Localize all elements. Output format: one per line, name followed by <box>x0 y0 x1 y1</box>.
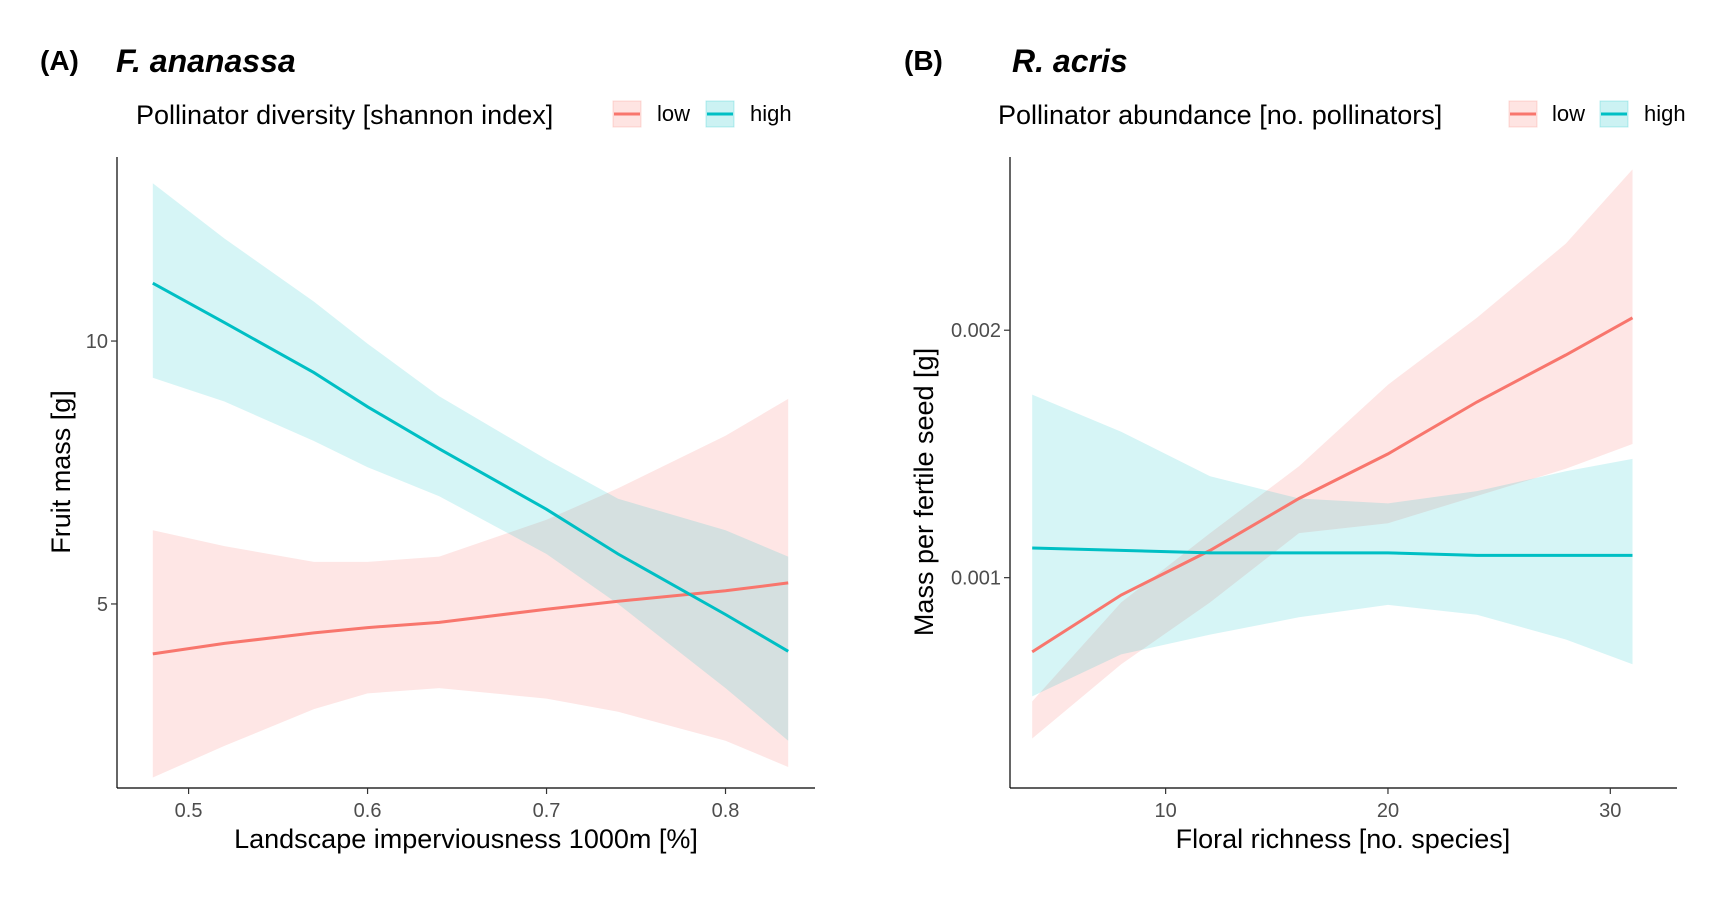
panel-a-x-tick-label: 0.7 <box>533 800 561 822</box>
panel-b-y-tick-label: 0.002 <box>951 320 1001 342</box>
panel-a-title: F. ananassa <box>116 43 296 79</box>
panel-a-label: (A) <box>40 45 79 76</box>
panel-b-x-tick-label: 10 <box>1155 800 1177 822</box>
panel-b-x-tick-label: 20 <box>1377 800 1399 822</box>
panel-a-y-axis-title: Fruit mass [g] <box>46 390 76 554</box>
panel-b-ribbon-low <box>1032 169 1633 739</box>
panel-a: (A) F. ananassa Pollinator diversity [sh… <box>40 43 815 854</box>
panel-a-legend: Pollinator diversity [shannon index] low… <box>136 100 792 130</box>
panel-a-ribbon-low <box>152 398 789 778</box>
panel-a-legend-title: Pollinator diversity [shannon index] <box>136 100 553 130</box>
panel-b-label: (B) <box>904 45 943 76</box>
panel-b-legend: Pollinator abundance [no. pollinators] l… <box>998 100 1686 130</box>
panel-b-y-axis-title: Mass per fertile seed [g] <box>909 348 939 636</box>
panel-a-legend-label-low: low <box>657 101 690 126</box>
panel-a-line-high <box>152 281 789 653</box>
panel-a-y-ticks: 5 10 <box>86 331 117 616</box>
panel-a-x-tick-label: 0.6 <box>354 800 382 822</box>
panel-b-y-tick-label: 0.001 <box>951 568 1001 590</box>
panel-a-x-axis-title: Landscape imperviousness 1000m [%] <box>234 824 698 854</box>
panel-b-y-ticks: 0.001 0.002 <box>951 320 1010 590</box>
panel-b-line-low <box>1031 316 1634 654</box>
panel-b-title: R. acris <box>1012 43 1128 79</box>
panel-b-legend-label-low: low <box>1552 101 1585 126</box>
panel-a-x-tick-label: 0.5 <box>175 800 203 822</box>
panel-b-x-ticks: 10 20 30 <box>1155 788 1621 822</box>
panel-a-y-tick-label: 10 <box>86 331 108 353</box>
panel-b-x-axis-title: Floral richness [no. species] <box>1176 824 1511 854</box>
panel-a-x-ticks: 0.5 0.6 0.7 0.8 <box>175 788 740 822</box>
panel-a-y-tick-label: 5 <box>97 594 108 616</box>
panel-b: (B) R. acris Pollinator abundance [no. p… <box>904 43 1686 854</box>
panel-b-legend-title: Pollinator abundance [no. pollinators] <box>998 100 1442 130</box>
panel-b-plot <box>1031 169 1634 739</box>
panel-b-legend-label-high: high <box>1644 101 1686 126</box>
panel-b-ribbon-high <box>1032 394 1633 697</box>
panel-b-x-tick-label: 30 <box>1599 800 1621 822</box>
panel-b-line-high <box>1032 546 1633 557</box>
panel-a-x-tick-label: 0.8 <box>712 800 740 822</box>
panel-a-plot <box>152 183 789 778</box>
panel-a-legend-label-high: high <box>750 101 792 126</box>
